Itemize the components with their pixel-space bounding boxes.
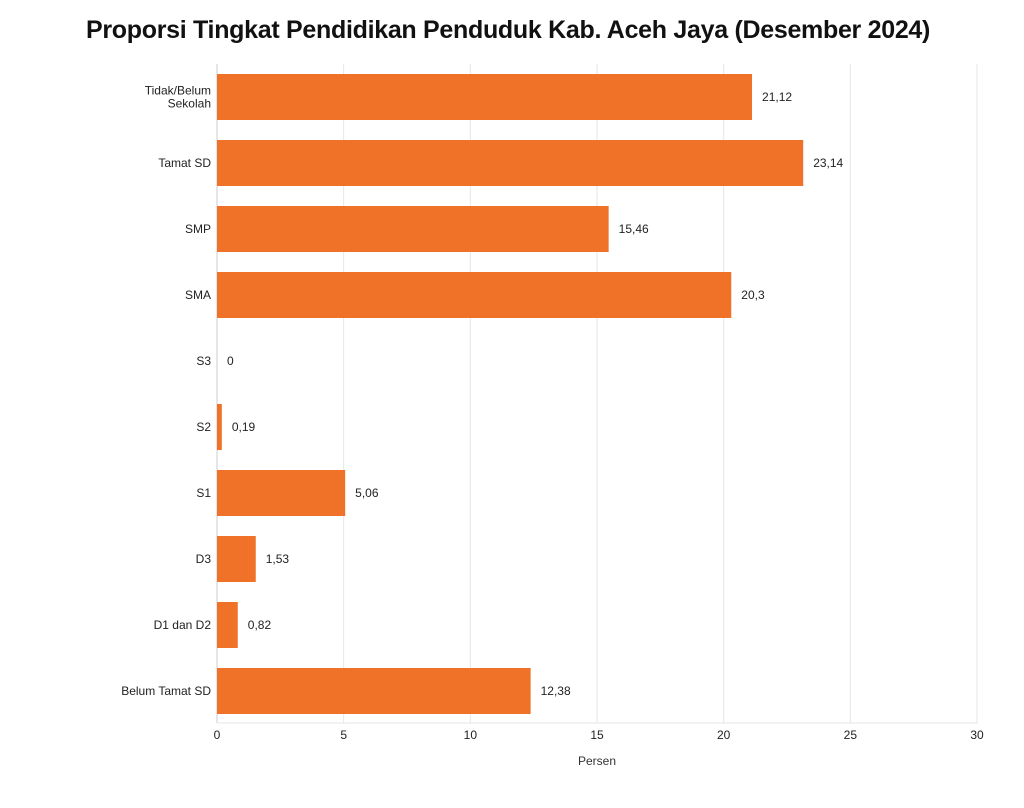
chart-title: Proporsi Tingkat Pendidikan Penduduk Kab… bbox=[86, 16, 931, 44]
bar bbox=[217, 272, 732, 318]
category-label: D1 dan D2 bbox=[154, 618, 212, 632]
bar bbox=[217, 404, 222, 450]
x-tick-label: 10 bbox=[464, 728, 478, 742]
category-label: S1 bbox=[196, 486, 211, 500]
x-tick-label: 15 bbox=[590, 728, 604, 742]
data-label: 0,19 bbox=[232, 420, 256, 434]
x-tick-label: 5 bbox=[340, 728, 347, 742]
category-label: SMP bbox=[185, 222, 211, 236]
bar bbox=[217, 140, 804, 186]
category-label: S3 bbox=[196, 354, 211, 368]
data-label: 1,53 bbox=[266, 552, 290, 566]
x-tick-label: 20 bbox=[717, 728, 731, 742]
bar bbox=[217, 668, 531, 714]
data-label: 20,3 bbox=[741, 288, 765, 302]
x-tick-label: 25 bbox=[844, 728, 858, 742]
data-label: 0 bbox=[227, 354, 234, 368]
data-label: 21,12 bbox=[762, 90, 792, 104]
data-label: 12,38 bbox=[541, 684, 571, 698]
data-label: 15,46 bbox=[619, 222, 649, 236]
category-label: SMA bbox=[185, 288, 211, 302]
x-axis-label: Persen bbox=[578, 754, 616, 768]
data-label: 23,14 bbox=[813, 156, 843, 170]
bar bbox=[217, 206, 609, 252]
bar bbox=[217, 74, 753, 120]
category-label: S2 bbox=[196, 420, 211, 434]
x-tick-label: 30 bbox=[970, 728, 984, 742]
bar bbox=[217, 536, 256, 582]
data-label: 5,06 bbox=[355, 486, 379, 500]
bar bbox=[217, 470, 346, 516]
category-label: D3 bbox=[196, 552, 212, 566]
category-label: Belum Tamat SD bbox=[121, 684, 211, 698]
data-label: 0,82 bbox=[248, 618, 272, 632]
category-label: Tidak/Belum Sekolah bbox=[145, 84, 211, 111]
x-tick-label: 0 bbox=[214, 728, 221, 742]
bar bbox=[217, 602, 238, 648]
category-label: Tamat SD bbox=[158, 156, 211, 170]
